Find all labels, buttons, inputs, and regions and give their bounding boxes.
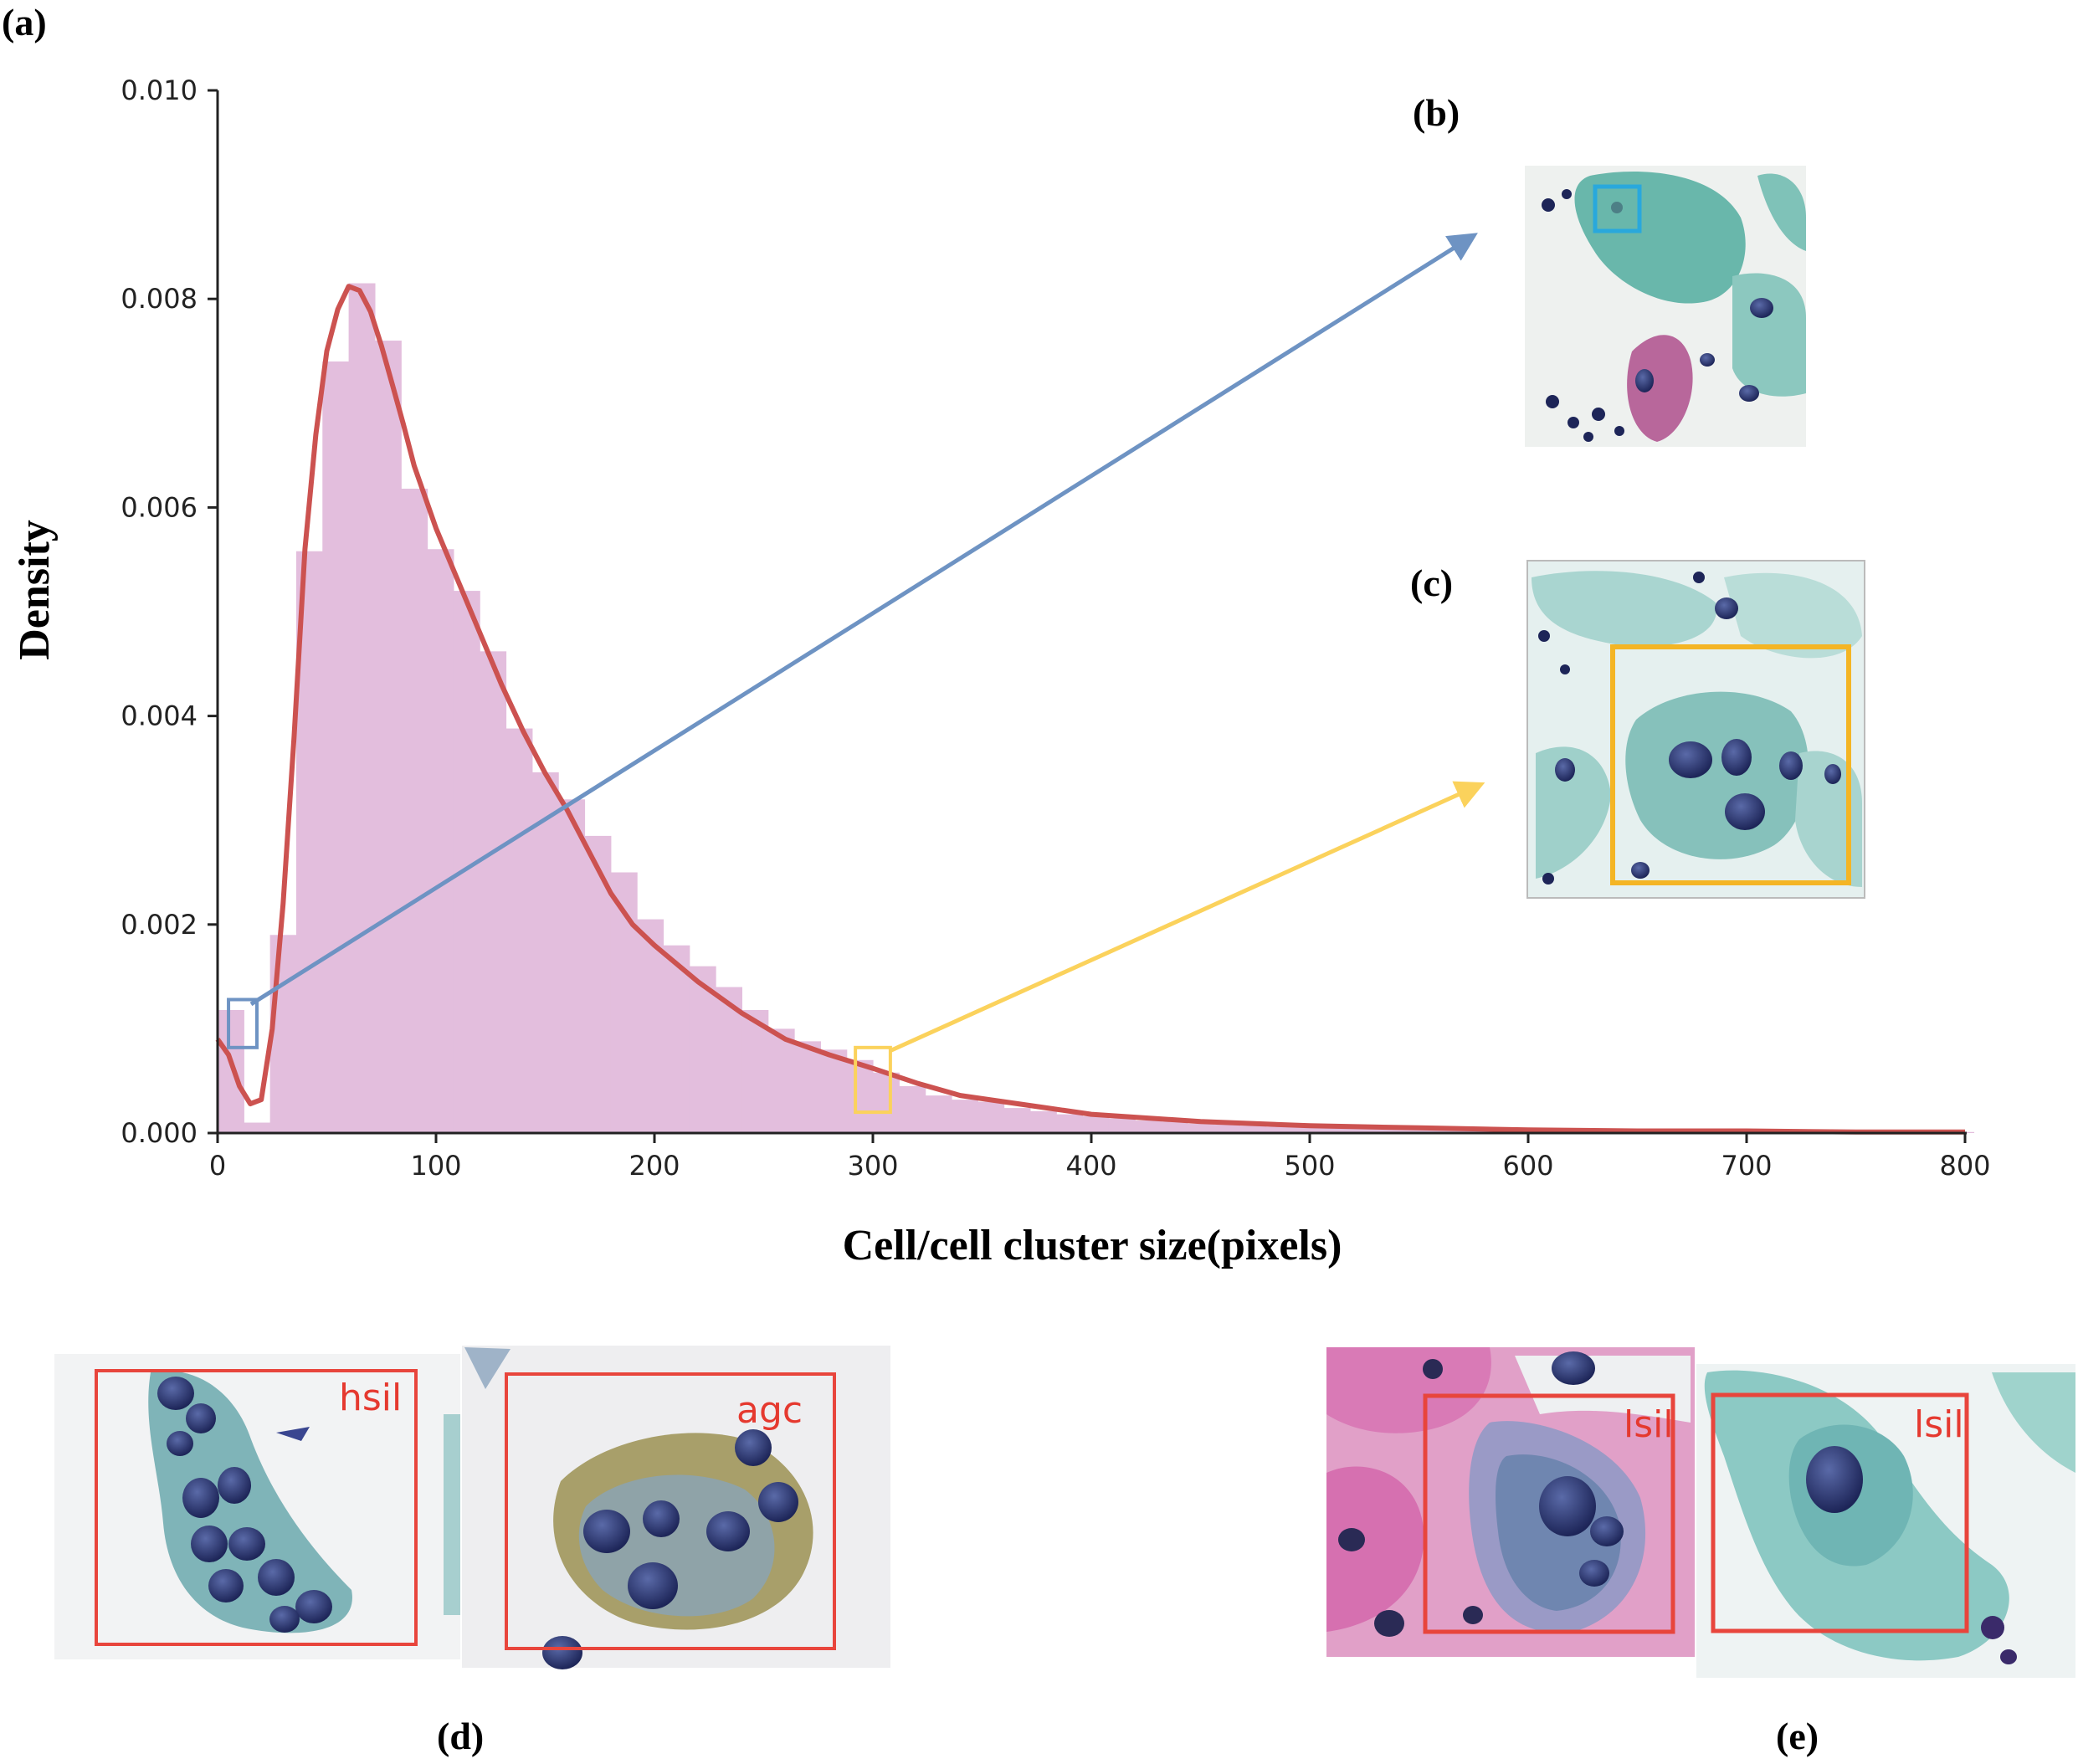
density-curve xyxy=(215,284,1965,1135)
small-cell-region xyxy=(227,997,259,1049)
histogram-bar xyxy=(531,772,559,1133)
panel-label-e: (e) xyxy=(1776,1715,1819,1757)
histogram-bar xyxy=(1371,1129,1398,1133)
histogram-bar xyxy=(1213,1125,1241,1133)
micrograph-c xyxy=(1526,560,1865,899)
histogram-bar xyxy=(401,488,428,1133)
histogram-bar xyxy=(951,1100,978,1133)
micrograph-b xyxy=(1525,166,1806,447)
histogram-bar xyxy=(1397,1129,1424,1133)
panel-label-c: (c) xyxy=(1410,562,1453,604)
histogram-bar xyxy=(584,835,612,1133)
panel-label-a: (a) xyxy=(2,1,47,44)
y-axis-ticks: 0.000 0.002 0.004 0.006 0.008 0.010 xyxy=(121,74,218,1149)
highlight-regions xyxy=(227,997,892,1115)
histogram-bar xyxy=(925,1095,952,1133)
histogram-bar xyxy=(1423,1130,1450,1133)
histogram-bar xyxy=(794,1041,821,1133)
histogram-bar xyxy=(1292,1126,1320,1133)
histogram-bar xyxy=(218,1009,244,1133)
y-tick-label: 0.000 xyxy=(121,1117,198,1149)
label-hsil: hsil xyxy=(339,1377,402,1419)
histogram-bar xyxy=(1344,1129,1372,1133)
x-tick-label: 800 xyxy=(1939,1150,1990,1182)
arrow-to-c xyxy=(888,781,1485,1054)
label-lsil-2: lsil xyxy=(1914,1403,1964,1446)
y-tick-label: 0.010 xyxy=(121,74,198,106)
histogram-bar xyxy=(1239,1126,1267,1133)
histogram-bar xyxy=(1082,1116,1110,1133)
y-tick-label: 0.004 xyxy=(121,700,198,732)
histogram-bar xyxy=(873,1072,900,1133)
histogram-bar xyxy=(244,1122,271,1133)
histogram-bar xyxy=(322,361,350,1134)
micrograph-e: lsil lsil xyxy=(1326,1347,2075,1678)
panel-label-d: (d) xyxy=(437,1715,484,1757)
histogram-bar xyxy=(1187,1123,1214,1133)
histogram-bar xyxy=(637,919,664,1133)
y-tick-label: 0.008 xyxy=(121,283,198,315)
histogram-bar xyxy=(663,945,690,1133)
histogram-bar xyxy=(269,935,297,1133)
histogram-chart: 0 100 200 300 400 500 600 700 800 0.0000.0020.00… xyxy=(11,74,1991,1269)
histogram-bar xyxy=(348,283,376,1133)
micrograph-d: hsil agc xyxy=(54,1346,890,1669)
x-tick-label: 600 xyxy=(1502,1150,1553,1182)
x-tick-label: 0 xyxy=(209,1150,226,1182)
x-tick-label: 400 xyxy=(1065,1150,1116,1182)
histogram-bar xyxy=(767,1028,795,1133)
histogram-bar xyxy=(1265,1126,1293,1133)
histogram-bar xyxy=(1449,1130,1476,1133)
x-tick-label: 100 xyxy=(410,1150,461,1182)
x-axis-ticks: 0 100 200 300 400 500 600 700 800 xyxy=(209,1133,1991,1182)
histogram-bars xyxy=(218,283,1975,1134)
x-tick-label: 200 xyxy=(629,1150,680,1182)
histogram-bar xyxy=(480,651,507,1133)
histogram-bar xyxy=(1003,1108,1031,1133)
mid-size-region xyxy=(854,1045,892,1115)
label-lsil-1: lsil xyxy=(1624,1403,1674,1446)
histogram-bar xyxy=(899,1085,926,1133)
histogram-bar xyxy=(741,1009,769,1133)
histogram-bar xyxy=(427,549,454,1133)
y-axis-label: Density xyxy=(11,520,59,660)
panel-label-b: (b) xyxy=(1413,91,1460,134)
histogram-bar xyxy=(1318,1127,1346,1133)
histogram-bar xyxy=(1135,1120,1162,1133)
x-axis-label: Cell/cell cluster size(pixels) xyxy=(843,1222,1342,1269)
label-agc: agc xyxy=(736,1389,803,1432)
histogram-bar xyxy=(1108,1118,1136,1133)
histogram-bar xyxy=(1056,1114,1084,1133)
histogram-bar xyxy=(505,728,533,1133)
histogram-bar xyxy=(977,1101,1005,1133)
histogram-bar xyxy=(558,799,586,1133)
histogram-bar xyxy=(1029,1110,1057,1133)
arrow-to-b xyxy=(249,233,1478,1007)
x-tick-label: 500 xyxy=(1284,1150,1335,1182)
histogram-bar xyxy=(374,341,402,1133)
x-tick-label: 700 xyxy=(1721,1150,1772,1182)
histogram-bar xyxy=(820,1049,848,1133)
y-tick-label: 0.002 xyxy=(121,909,198,941)
y-tick-label: 0.006 xyxy=(121,491,198,523)
histogram-bar xyxy=(1161,1121,1188,1133)
histogram-bar xyxy=(846,1059,874,1133)
x-tick-label: 300 xyxy=(847,1150,898,1182)
